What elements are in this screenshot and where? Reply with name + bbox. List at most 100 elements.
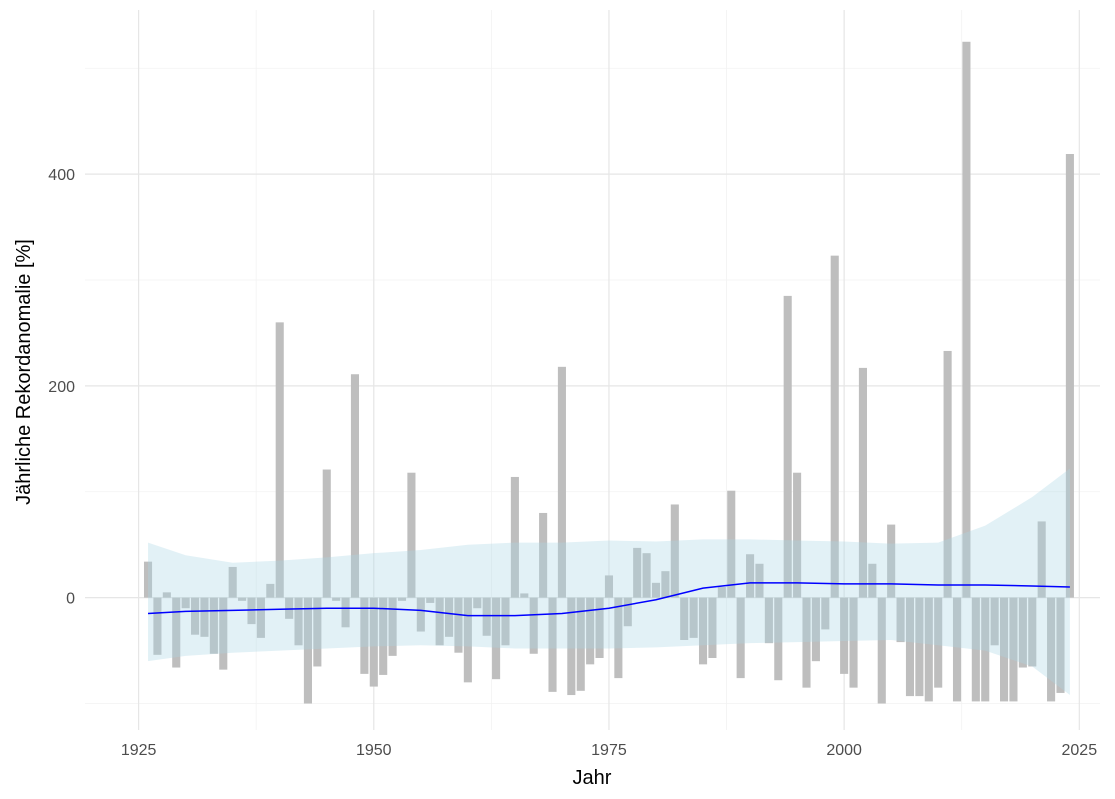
bar <box>350 374 360 598</box>
x-tick-label: 1950 <box>356 742 392 759</box>
bar <box>1037 521 1046 598</box>
bar <box>539 512 548 598</box>
bar <box>934 597 943 688</box>
y-tick-label: 200 <box>48 379 75 396</box>
bar <box>746 554 755 598</box>
bar <box>924 597 933 702</box>
bar <box>435 597 444 646</box>
bar <box>209 597 218 654</box>
bar <box>1047 597 1056 702</box>
bar <box>463 597 472 683</box>
y-axis-title: Jährliche Rekordanomalie [%] <box>13 239 35 505</box>
bar <box>256 597 265 638</box>
bar <box>736 597 745 679</box>
bar <box>520 593 529 598</box>
bar <box>1000 597 1009 702</box>
bar <box>247 597 256 625</box>
bar <box>943 350 952 598</box>
y-tick-label: 0 <box>66 591 75 608</box>
bar <box>275 322 284 598</box>
confidence-band <box>148 468 1070 696</box>
bar <box>793 472 802 598</box>
bar <box>811 597 820 662</box>
bar <box>407 472 416 598</box>
bar <box>623 597 632 627</box>
bar <box>172 597 181 668</box>
bar <box>294 597 303 646</box>
bar <box>840 597 849 674</box>
x-axis-title: Jahr <box>573 767 612 789</box>
x-tick-label: 2025 <box>1062 742 1098 759</box>
bar <box>238 597 247 601</box>
bar <box>567 597 576 696</box>
bar <box>162 592 171 598</box>
bar <box>153 597 162 655</box>
bar <box>651 582 661 598</box>
bar <box>858 367 867 598</box>
bar <box>1056 597 1065 693</box>
bar <box>492 597 501 680</box>
bar <box>670 504 679 598</box>
bar <box>313 597 322 667</box>
bar <box>802 597 811 688</box>
x-tick-label: 2000 <box>826 742 862 759</box>
bar <box>416 597 425 632</box>
bar <box>595 597 604 658</box>
bar <box>369 597 378 687</box>
bar <box>642 553 651 598</box>
bar <box>303 597 312 704</box>
bar <box>821 597 830 630</box>
bar <box>191 597 200 635</box>
bar <box>285 597 294 619</box>
bar <box>200 597 209 637</box>
bar <box>1028 597 1037 667</box>
bar <box>143 561 153 598</box>
bar <box>501 597 510 646</box>
bar <box>689 597 698 638</box>
x-tick-label: 1925 <box>121 742 157 759</box>
bar <box>1009 597 1018 702</box>
bar <box>586 597 595 665</box>
bar <box>774 597 783 681</box>
bar <box>708 597 717 658</box>
bar <box>896 597 905 643</box>
bar <box>219 597 228 670</box>
bar <box>228 566 237 598</box>
bar <box>445 597 454 637</box>
bar <box>915 597 924 697</box>
bar <box>661 571 670 598</box>
bar <box>764 597 773 644</box>
bar <box>482 597 491 636</box>
bar <box>830 255 839 598</box>
bar <box>426 597 435 603</box>
bar <box>952 597 962 702</box>
bar <box>548 597 557 692</box>
bar <box>529 597 538 654</box>
bar <box>473 597 482 609</box>
bar <box>887 524 896 598</box>
bar <box>783 295 792 598</box>
bar <box>698 597 708 665</box>
bar <box>341 597 350 628</box>
bar <box>990 597 999 646</box>
trend-line <box>147 582 1070 617</box>
bar <box>1065 154 1074 598</box>
bar <box>755 563 764 598</box>
bar <box>557 366 566 598</box>
bar <box>962 41 971 598</box>
bar <box>717 587 726 598</box>
bar <box>981 597 990 702</box>
bar <box>360 597 369 674</box>
bar <box>604 575 614 598</box>
bar <box>868 563 877 598</box>
bar <box>727 490 736 598</box>
bar <box>905 597 915 697</box>
bar <box>388 597 397 656</box>
bar <box>1018 597 1027 668</box>
bar <box>633 547 642 598</box>
y-tick-label: 400 <box>48 167 75 184</box>
bar <box>510 476 519 598</box>
bar <box>322 469 331 598</box>
bar <box>614 597 623 679</box>
